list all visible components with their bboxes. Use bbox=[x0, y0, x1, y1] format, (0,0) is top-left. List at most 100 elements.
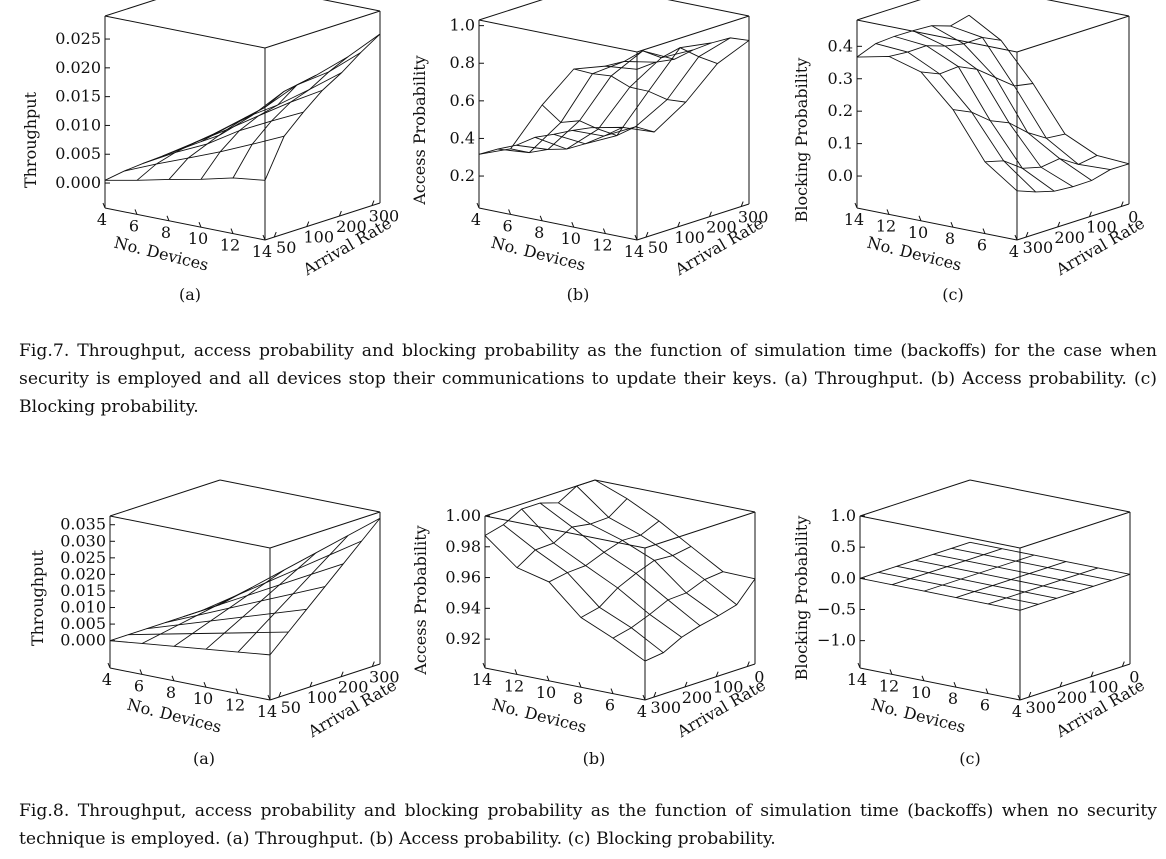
x-tick-label: 14 bbox=[844, 210, 864, 229]
x-tick bbox=[166, 215, 170, 221]
z-axis-label: Blocking Probability bbox=[792, 516, 811, 681]
y-tick bbox=[677, 221, 681, 228]
box-edge bbox=[859, 515, 1021, 549]
x-axis-line bbox=[859, 667, 1021, 701]
x-tick bbox=[578, 682, 582, 688]
surface-line bbox=[183, 563, 344, 618]
x-tick-label: 10 bbox=[908, 223, 928, 242]
surface-line bbox=[931, 25, 1092, 181]
y-tick-label: 100 bbox=[674, 228, 705, 247]
x-tick-label: 8 bbox=[948, 689, 958, 708]
y-tick bbox=[715, 671, 719, 677]
z-tick-label: 0.6 bbox=[450, 91, 475, 110]
x-tick bbox=[953, 682, 957, 688]
x-tick-label: 14 bbox=[257, 702, 277, 721]
x-tick bbox=[634, 234, 638, 241]
surface-line bbox=[594, 479, 756, 580]
z-tick-label: 0.025 bbox=[60, 548, 106, 567]
plot-box-fig7b bbox=[478, 0, 750, 241]
surface-line bbox=[553, 42, 712, 145]
figure-7-caption-label: Fig.7. bbox=[19, 341, 70, 361]
box-edge bbox=[484, 515, 646, 549]
y-tick bbox=[278, 691, 282, 698]
z-axis-label: Throughput bbox=[28, 549, 47, 646]
x-tick bbox=[539, 215, 543, 221]
surface-line bbox=[933, 553, 1094, 587]
y-tick bbox=[371, 661, 375, 667]
x-tick bbox=[102, 202, 106, 209]
y-tick bbox=[1028, 691, 1032, 698]
y-axis-line bbox=[636, 203, 750, 241]
x-tick bbox=[889, 669, 893, 675]
surface-line bbox=[264, 33, 381, 181]
x-tick-label: 14 bbox=[847, 670, 867, 689]
y-tick-label: 0 bbox=[754, 668, 764, 687]
z-tick-label: 0.020 bbox=[60, 564, 106, 583]
subfigure-label: (c) bbox=[942, 285, 963, 304]
x-tick-label: 6 bbox=[980, 696, 990, 715]
z-tick-label: 1.0 bbox=[450, 16, 475, 35]
x-tick bbox=[230, 228, 234, 234]
surface-line bbox=[143, 111, 304, 164]
surface-line bbox=[497, 61, 656, 154]
surface-line bbox=[914, 559, 1076, 593]
z-tick-label: 0.8 bbox=[450, 53, 475, 72]
surface-mesh-fig7c bbox=[856, 14, 1130, 193]
surface-line bbox=[968, 14, 1130, 165]
y-tick-label: 300 bbox=[1023, 238, 1054, 257]
surface-line bbox=[232, 56, 349, 179]
box-edge bbox=[1019, 511, 1131, 549]
x-tick-label: 6 bbox=[605, 696, 615, 715]
figure-8-caption-label: Fig.8. bbox=[19, 801, 70, 821]
figure-8-caption: Fig.8. Throughput, access probability an… bbox=[19, 797, 1157, 853]
y-tick-label: 0 bbox=[1128, 208, 1138, 227]
y-tick bbox=[338, 210, 342, 217]
y-tick-label: 300 bbox=[369, 207, 400, 226]
surface-line bbox=[201, 540, 362, 612]
z-axis-label: Access Probability bbox=[410, 55, 429, 205]
x-tick-label: 12 bbox=[876, 216, 896, 235]
x-tick-label: 12 bbox=[879, 676, 899, 695]
z-axis-label: Access Probability bbox=[411, 525, 430, 675]
z-tick-label: 0.5 bbox=[831, 537, 856, 556]
box-edge bbox=[1016, 15, 1130, 53]
x-tick bbox=[476, 202, 480, 209]
z-tick-label: 0.4 bbox=[450, 128, 475, 147]
plot-box-fig8c bbox=[859, 479, 1131, 701]
subfigure-label: (a) bbox=[193, 749, 215, 768]
box-edge bbox=[636, 15, 750, 53]
x-tick bbox=[546, 675, 550, 681]
x-tick bbox=[171, 675, 175, 681]
box-edge bbox=[104, 0, 157, 17]
x-tick bbox=[610, 688, 614, 694]
surface-line bbox=[644, 578, 756, 662]
subfigure-label: (b) bbox=[583, 749, 606, 768]
surface-line bbox=[612, 571, 724, 639]
x-tick-label: 4 bbox=[1012, 702, 1022, 721]
y-tick-label: 200 bbox=[338, 678, 369, 697]
y-tick-label: 100 bbox=[713, 678, 744, 697]
box-edge bbox=[269, 511, 381, 549]
x-tick bbox=[985, 688, 989, 694]
y-tick-label: 300 bbox=[651, 698, 682, 717]
chart-fig7a: 0.000 0.005 0.010 0.015 0.020 0.025 4 6 8 10 12 14 5… bbox=[21, 0, 399, 280]
surface-line bbox=[539, 502, 701, 627]
surface-line bbox=[516, 50, 675, 150]
box-edge bbox=[219, 479, 381, 513]
box-edge bbox=[478, 0, 543, 21]
x-tick-label: 8 bbox=[161, 223, 171, 242]
surface-line bbox=[912, 30, 1074, 188]
y-tick bbox=[1088, 211, 1092, 217]
z-tick-label: 0.0 bbox=[828, 166, 853, 185]
z-tick-label: 0.4 bbox=[828, 36, 853, 55]
surface-line bbox=[590, 40, 750, 133]
surface-mesh-fig7b bbox=[478, 37, 750, 155]
x-tick bbox=[482, 662, 486, 669]
y-tick bbox=[746, 661, 750, 667]
x-tick bbox=[886, 209, 890, 215]
figure-7-caption-text: Throughput, access probability and block… bbox=[19, 341, 1157, 417]
y-tick bbox=[1059, 681, 1063, 688]
box-edge bbox=[594, 479, 756, 513]
y-tick-label: 100 bbox=[1086, 218, 1117, 237]
